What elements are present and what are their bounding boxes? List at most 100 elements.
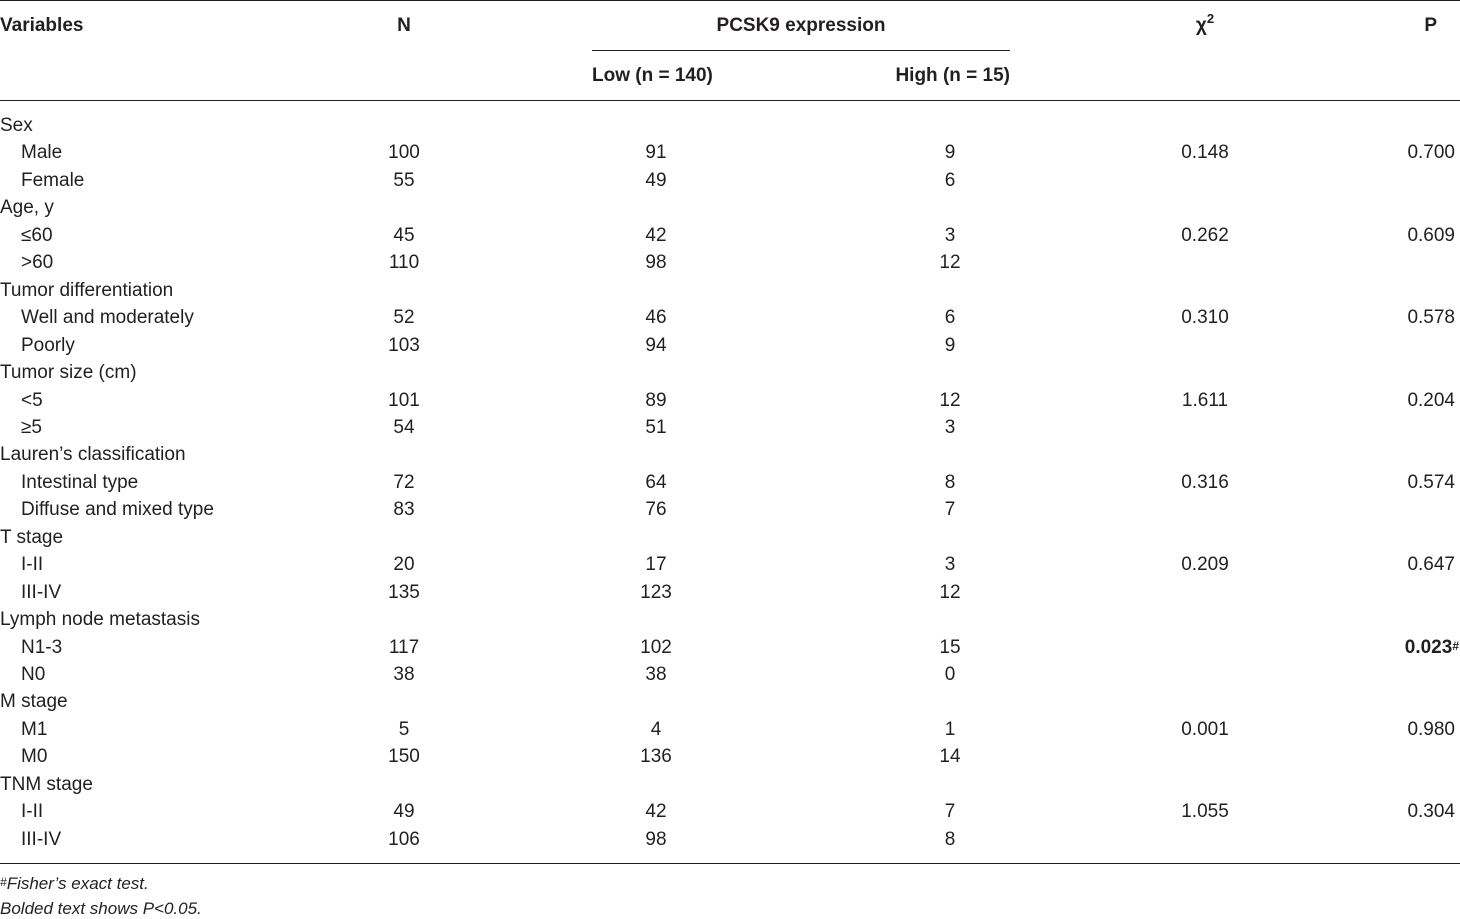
cell-low: 76 (645, 499, 667, 521)
cell-high: 6 (944, 169, 956, 191)
cell-p-value: 0.204 (1407, 389, 1455, 411)
cell-high: 12 (939, 252, 961, 274)
cell-n: 55 (393, 169, 415, 191)
cell-p-value: 0.578 (1407, 307, 1455, 329)
row-label: I-II (21, 801, 44, 823)
row-label: Female (21, 169, 85, 191)
table-header-rule (0, 100, 1460, 101)
row-label: Diffuse and mixed type (21, 499, 214, 521)
cell-n: 54 (393, 416, 415, 438)
header-n: N (397, 15, 411, 36)
cell-high: 7 (944, 499, 956, 521)
category-label: Tumor size (cm) (0, 362, 137, 384)
row-label: ≥5 (21, 416, 42, 438)
category-label: TNM stage (0, 773, 93, 795)
header-low: Low (n = 140) (592, 65, 713, 86)
cell-p-value: 0.023# (1405, 637, 1459, 659)
cell-n: 150 (388, 746, 420, 768)
table-top-rule (0, 0, 1460, 1)
row-label: I-II (21, 554, 44, 576)
cell-n: 20 (393, 554, 415, 576)
category-label: T stage (0, 526, 64, 548)
cell-high: 12 (939, 389, 961, 411)
cell-n: 103 (388, 334, 420, 356)
row-label: III-IV (21, 581, 62, 603)
cell-low: 42 (645, 224, 667, 246)
cell-low: 64 (645, 471, 667, 493)
cell-chi-square: 1.611 (1181, 389, 1229, 411)
cell-low: 94 (645, 334, 667, 356)
cell-high: 1 (944, 718, 956, 740)
header-pcsk9-expression: PCSK9 expression (716, 15, 886, 36)
cell-n: 101 (388, 389, 420, 411)
cell-n: 110 (388, 252, 420, 274)
cell-chi-square: 1.055 (1181, 801, 1229, 823)
category-label: M stage (0, 691, 68, 713)
cell-low: 38 (645, 664, 667, 685)
cell-chi-square: 0.209 (1181, 554, 1229, 576)
footnote-fisher-text: Fisher’s exact test. (6, 874, 149, 893)
cell-n: 45 (393, 224, 415, 246)
category-label: Tumor differentiation (0, 279, 174, 301)
cell-low: 51 (645, 416, 667, 438)
cell-high: 0 (944, 664, 956, 685)
cell-n: 100 (388, 142, 420, 164)
cell-chi-square: 0.148 (1181, 142, 1229, 164)
cell-high: 3 (944, 224, 956, 246)
row-label: ≤60 (21, 224, 53, 246)
row-label: M1 (21, 718, 48, 740)
cell-low: 123 (640, 581, 672, 603)
cell-high: 9 (944, 334, 956, 356)
cell-n: 52 (393, 307, 415, 329)
cell-high: 9 (944, 142, 956, 164)
cell-n: 72 (393, 471, 415, 493)
cell-low: 98 (645, 252, 667, 274)
cell-high: 14 (939, 746, 961, 768)
row-label: <5 (21, 389, 43, 411)
cell-low: 46 (645, 307, 667, 329)
row-label: N0 (21, 664, 46, 685)
category-label: Sex (0, 115, 33, 136)
header-high: High (n = 15) (895, 65, 1010, 86)
cell-high: 8 (944, 828, 956, 850)
cell-chi-square: 0.001 (1181, 718, 1229, 740)
cell-chi-square: 0.316 (1181, 471, 1229, 493)
cell-p-value: 0.647 (1407, 554, 1455, 576)
row-label: Well and moderately (21, 307, 194, 329)
row-label: Poorly (21, 334, 75, 356)
cell-high: 3 (944, 416, 956, 438)
cell-n: 38 (393, 664, 415, 685)
p-value-text: 0.023 (1404, 636, 1453, 658)
header-chi-square: χ2 (1196, 12, 1214, 37)
cell-n: 135 (388, 581, 420, 603)
cell-low: 49 (645, 169, 667, 191)
cell-low: 89 (645, 389, 667, 411)
cell-chi-square: 0.262 (1181, 224, 1229, 246)
cell-low: 17 (645, 554, 667, 576)
cell-high: 3 (944, 554, 956, 576)
cell-low: 136 (640, 746, 672, 768)
cell-high: 12 (939, 581, 961, 603)
cell-chi-square: 0.310 (1181, 307, 1229, 329)
header-p: P (1424, 15, 1437, 36)
cell-n: 106 (388, 828, 420, 850)
cell-n: 49 (393, 801, 415, 823)
footnote-bold: Bolded text shows P<0.05. (0, 899, 202, 918)
group-header-underline (592, 50, 1010, 51)
cell-n: 5 (398, 718, 410, 740)
category-label: Age, y (0, 197, 54, 219)
cell-low: 42 (645, 801, 667, 823)
cell-high: 15 (939, 636, 961, 658)
cell-p-value: 0.304 (1407, 801, 1455, 823)
header-chi-superscript: 2 (1206, 11, 1215, 26)
category-label: Lymph node metastasis (0, 609, 200, 631)
category-label: Lauren’s classification (0, 444, 186, 466)
cell-high: 6 (944, 307, 956, 329)
row-label: >60 (21, 252, 54, 274)
cell-p-value: 0.700 (1407, 142, 1455, 164)
row-label: M0 (21, 746, 48, 768)
cell-n: 117 (388, 636, 420, 658)
cell-p-value: 0.609 (1407, 224, 1455, 246)
row-label: Intestinal type (21, 471, 139, 493)
